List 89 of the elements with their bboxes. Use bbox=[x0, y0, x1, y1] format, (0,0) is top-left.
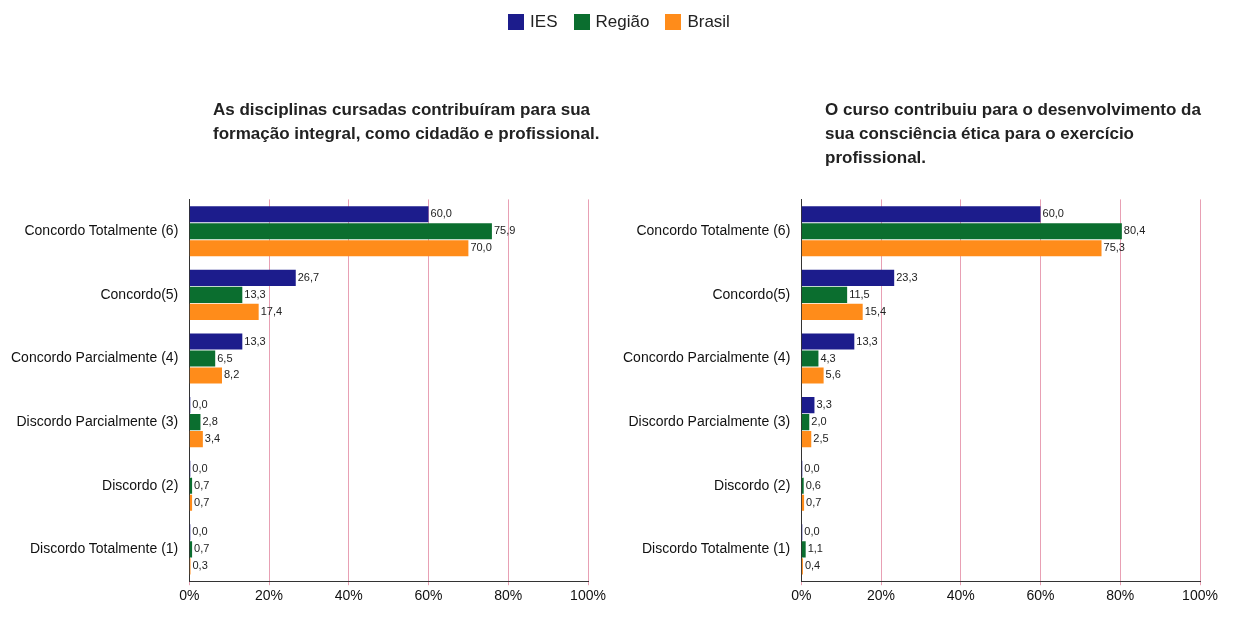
x-tick-label: 60% bbox=[414, 587, 443, 604]
chart-title: As disciplinas cursadas contribuíram para sua formação integral, como cidadão e profissional. bbox=[213, 99, 601, 145]
bar bbox=[189, 350, 216, 367]
bar bbox=[801, 223, 1122, 240]
y-tick-label: Concordo(5) bbox=[100, 285, 179, 302]
x-tick-label: 20% bbox=[255, 587, 284, 604]
data-label: 0,6 bbox=[805, 478, 821, 491]
y-tick-label: Discordo Totalmente (1) bbox=[29, 540, 179, 557]
data-label: 70,0 bbox=[470, 241, 492, 254]
data-label: 0,0 bbox=[804, 461, 820, 474]
data-label: 80,4 bbox=[1123, 224, 1146, 237]
x-tick-label: 80% bbox=[1106, 587, 1135, 604]
y-tick-label: Discordo (2) bbox=[102, 476, 179, 493]
data-label: 0,7 bbox=[194, 478, 210, 491]
chart-title: O curso contribuiu para o desenvolvimento da sua consciência ética para o exercício profissional. bbox=[825, 99, 1202, 169]
data-label: 0,4 bbox=[804, 559, 821, 572]
data-label: 13,3 bbox=[244, 287, 266, 300]
y-tick-label: Discordo (2) bbox=[714, 476, 791, 493]
bar bbox=[189, 367, 222, 384]
bar bbox=[189, 431, 203, 448]
data-label: 0,7 bbox=[806, 495, 822, 508]
x-tick-label: 0% bbox=[791, 587, 812, 604]
data-label: 60,0 bbox=[1042, 207, 1064, 220]
data-label: 3,4 bbox=[204, 432, 221, 445]
data-label: 5,6 bbox=[825, 368, 841, 381]
bar bbox=[801, 286, 848, 303]
data-label: 0,0 bbox=[804, 525, 820, 538]
bar bbox=[189, 223, 492, 240]
y-tick-label: Concordo Totalmente (6) bbox=[636, 222, 791, 239]
data-label: 0,0 bbox=[192, 461, 208, 474]
data-label: 3,3 bbox=[816, 398, 832, 411]
data-label: 11,5 bbox=[849, 287, 870, 300]
data-label: 23,3 bbox=[896, 270, 918, 283]
legend-label: Região bbox=[595, 12, 650, 32]
legend-label: IES bbox=[530, 12, 558, 32]
y-tick-label: Concordo Parcialmente (4) bbox=[11, 349, 179, 366]
bar bbox=[801, 303, 863, 320]
bar bbox=[801, 397, 815, 414]
bar bbox=[801, 541, 806, 558]
x-tick-label: 80% bbox=[494, 587, 523, 604]
data-label: 2,8 bbox=[202, 415, 218, 428]
bar bbox=[189, 414, 201, 431]
bar bbox=[189, 269, 296, 286]
bar bbox=[801, 367, 824, 384]
data-label: 2,5 bbox=[813, 432, 829, 445]
y-tick-label: Discordo Totalmente (1) bbox=[641, 540, 791, 557]
bar bbox=[801, 414, 810, 431]
y-tick-label: Concordo(5) bbox=[712, 285, 791, 302]
data-label: 0,0 bbox=[192, 525, 208, 538]
data-label: 6,5 bbox=[217, 351, 233, 364]
y-tick-label: Discordo Parcialmente (3) bbox=[16, 412, 179, 429]
x-tick-label: 40% bbox=[334, 587, 363, 604]
bar bbox=[801, 350, 819, 367]
bar bbox=[801, 333, 855, 350]
data-label: 4,3 bbox=[820, 351, 836, 364]
data-label: 60,0 bbox=[430, 207, 452, 220]
y-tick-label: Concordo Totalmente (6) bbox=[24, 222, 179, 239]
x-tick-label: 100% bbox=[1182, 587, 1218, 604]
x-tick-label: 40% bbox=[946, 587, 975, 604]
data-label: 1,1 bbox=[807, 542, 823, 555]
bar bbox=[801, 269, 895, 286]
bar bbox=[189, 303, 259, 320]
data-label: 15,4 bbox=[864, 304, 887, 317]
x-tick-label: 0% bbox=[179, 587, 200, 604]
x-tick-label: 60% bbox=[1026, 587, 1055, 604]
data-label: 26,7 bbox=[297, 270, 320, 283]
x-tick-label: 100% bbox=[570, 587, 606, 604]
data-label: 13,3 bbox=[856, 334, 878, 347]
data-label: 2,0 bbox=[811, 415, 827, 428]
bar bbox=[801, 206, 1041, 223]
data-label: 13,3 bbox=[244, 334, 266, 347]
data-label: 75,3 bbox=[1103, 241, 1125, 254]
bar bbox=[801, 431, 812, 448]
bar bbox=[189, 240, 469, 257]
x-tick-label: 20% bbox=[867, 587, 896, 604]
data-label: 17,4 bbox=[260, 304, 283, 317]
data-label: 8,2 bbox=[223, 368, 240, 381]
bar bbox=[189, 206, 429, 223]
bar bbox=[801, 240, 1102, 257]
y-tick-label: Discordo Parcialmente (3) bbox=[628, 412, 791, 429]
data-label: 75,9 bbox=[493, 224, 516, 237]
bar bbox=[189, 333, 243, 350]
data-label: 0,0 bbox=[192, 398, 208, 411]
data-label: 0,7 bbox=[194, 542, 210, 555]
y-tick-label: Concordo Parcialmente (4) bbox=[623, 349, 791, 366]
bar bbox=[189, 286, 243, 303]
data-label: 0,3 bbox=[192, 559, 208, 572]
legend-label: Brasil bbox=[687, 12, 730, 32]
data-label: 0,7 bbox=[194, 495, 210, 508]
